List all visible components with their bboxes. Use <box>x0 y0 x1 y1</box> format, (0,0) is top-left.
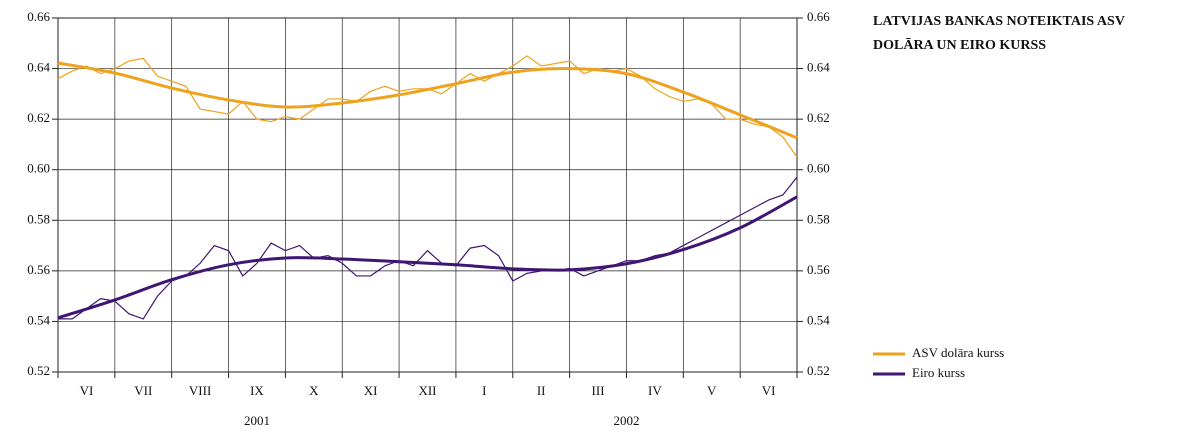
y-tick-label: 0.60 <box>27 161 50 176</box>
y2-tick-label: 0.56 <box>807 262 830 277</box>
y-tick-label: 0.58 <box>27 211 50 226</box>
x-tick-label: VI <box>80 383 94 398</box>
x-tick-label: XII <box>418 383 436 398</box>
x-tick-label: VII <box>134 383 152 398</box>
y2-tick-label: 0.60 <box>807 161 830 176</box>
y2-tick-label: 0.64 <box>807 60 830 75</box>
chart-title: DOLĀRA UN EIRO KURSS <box>873 37 1046 53</box>
daily-line <box>57 55 798 158</box>
legend-label: Eiro kurss <box>912 365 965 380</box>
x-tick-label: IV <box>648 383 662 398</box>
x-tick-label: XI <box>364 383 378 398</box>
x-tick-label: V <box>707 383 717 398</box>
x-tick-label: I <box>482 383 486 398</box>
trend-line <box>57 61 798 140</box>
x-tick-label: VI <box>762 383 776 398</box>
y-tick-label: 0.54 <box>27 312 50 327</box>
y-tick-label: 0.52 <box>27 363 50 378</box>
y2-tick-label: 0.54 <box>807 312 830 327</box>
y2-tick-label: 0.62 <box>807 110 830 125</box>
x-tick-label: X <box>309 383 319 398</box>
plot-frame <box>57 17 798 373</box>
y-tick-label: 0.64 <box>27 60 50 75</box>
y2-tick-label: 0.52 <box>807 363 830 378</box>
year-label: 2002 <box>613 413 639 428</box>
x-tick-label: VIII <box>189 383 211 398</box>
x-tick-label: II <box>537 383 546 398</box>
year-label: 2001 <box>244 413 270 428</box>
y-tick-label: 0.56 <box>27 262 50 277</box>
y2-tick-label: 0.66 <box>807 9 830 24</box>
y2-tick-label: 0.58 <box>807 211 830 226</box>
x-tick-label: III <box>592 383 605 398</box>
chart-title: LATVIJAS BANKAS NOTEIKTAIS ASV <box>873 14 1125 29</box>
y-tick-label: 0.66 <box>27 9 50 24</box>
legend-label: ASV dolāra kurss <box>912 345 1004 360</box>
x-tick-label: IX <box>250 383 264 398</box>
y-tick-label: 0.62 <box>27 110 50 125</box>
trend-line <box>57 195 798 320</box>
